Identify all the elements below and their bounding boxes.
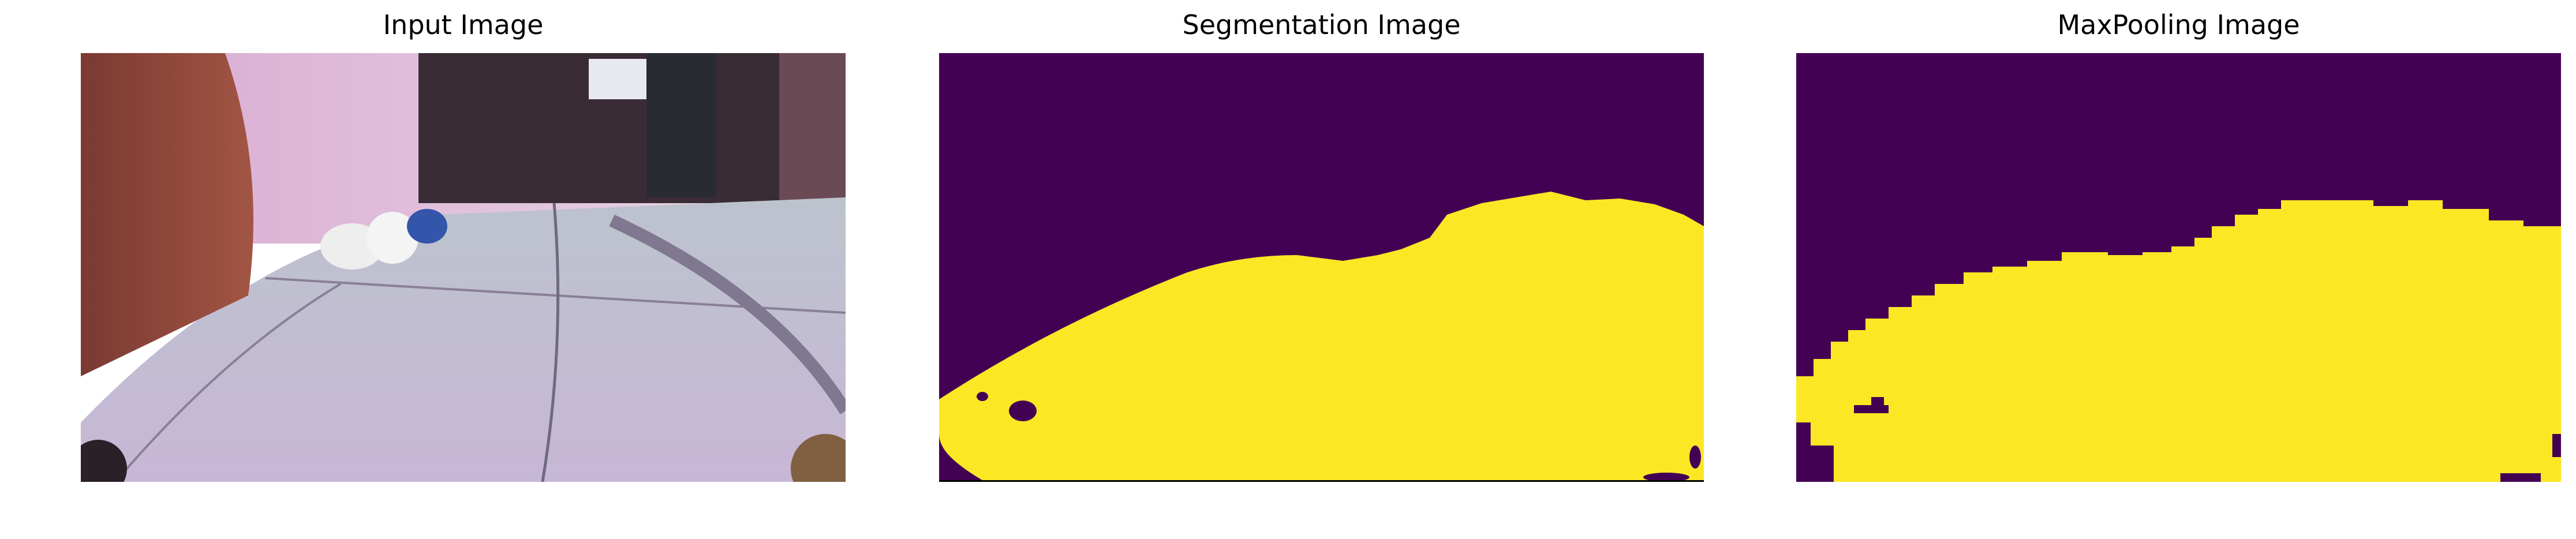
shoe <box>367 212 418 264</box>
input-photo <box>81 53 846 482</box>
maxpooling-mask <box>1796 53 2561 482</box>
pooled-block <box>1854 405 1889 413</box>
corner-object <box>81 440 127 482</box>
floor <box>81 197 846 482</box>
pooled-block <box>1796 422 1811 482</box>
floor-stripe <box>609 215 846 414</box>
pooled-block <box>1811 446 1834 482</box>
mask-hole <box>1643 473 1689 482</box>
segmentation-mask <box>939 53 1704 482</box>
mask-hole <box>1009 400 1037 421</box>
input-image-panel <box>81 53 846 482</box>
input-image-title: Input Image <box>383 9 544 40</box>
maxpooling-image-title: MaxPooling Image <box>2057 9 2300 40</box>
pooled-block <box>2552 434 2561 457</box>
floor-class-region <box>939 192 1704 482</box>
segmentation-image-title: Segmentation Image <box>1182 9 1461 40</box>
tile-line <box>114 283 342 482</box>
chair <box>646 53 716 197</box>
pooled-block <box>2500 473 2541 482</box>
shelf <box>779 53 846 215</box>
segmentation-image-panel <box>939 53 1704 482</box>
shoe <box>407 209 447 244</box>
panel-edge <box>939 480 1704 482</box>
tile-line <box>541 203 560 482</box>
pooled-block <box>1871 397 1884 405</box>
mask-hole <box>1689 446 1701 469</box>
corner-object <box>791 434 846 482</box>
door <box>81 53 253 376</box>
maxpooling-image-panel <box>1796 53 2561 482</box>
floor-class-region <box>1796 200 2561 482</box>
mask-hole <box>977 392 988 401</box>
